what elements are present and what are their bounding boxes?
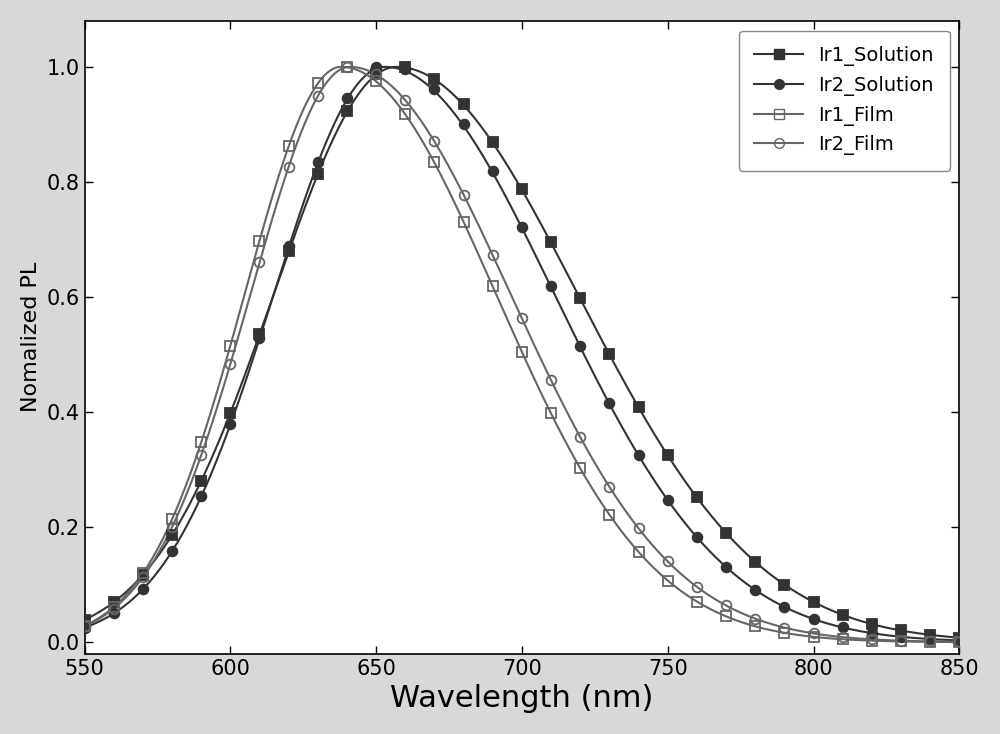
X-axis label: Wavelength (nm): Wavelength (nm) — [390, 684, 654, 713]
Y-axis label: Nomalized PL: Nomalized PL — [21, 262, 41, 413]
Legend: Ir1_Solution, Ir2_Solution, Ir1_Film, Ir2_Film: Ir1_Solution, Ir2_Solution, Ir1_Film, Ir… — [739, 31, 950, 171]
